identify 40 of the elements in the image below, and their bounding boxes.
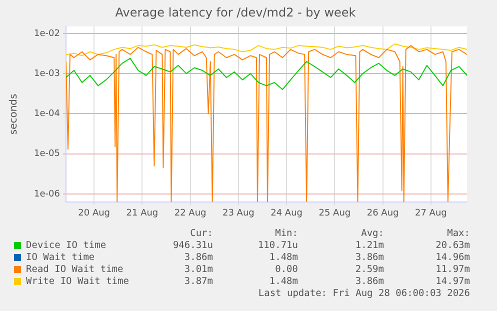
legend-label: Device IO time — [26, 240, 106, 251]
text: 110.71u — [258, 240, 298, 251]
text: 20.63m — [436, 240, 470, 251]
y-tick-label: 1e-06 — [34, 189, 60, 200]
text: 3.86m — [355, 276, 384, 287]
text: Max: — [447, 228, 470, 239]
text: 3.87m — [184, 276, 213, 287]
text: 3.86m — [184, 252, 213, 263]
x-tick-label: 20 Aug — [78, 208, 110, 219]
y-tick-label: 1e-04 — [34, 109, 60, 120]
text: 11.97m — [436, 264, 470, 275]
x-tick-label: 25 Aug — [318, 208, 351, 219]
text: 1.21m — [355, 240, 384, 251]
legend-label: Read IO Wait time — [26, 264, 124, 275]
text: 3.01m — [184, 264, 213, 275]
x-tick-label: 24 Aug — [270, 208, 302, 219]
text: 14.96m — [436, 252, 470, 263]
chart-title: Average latency for /dev/md2 - by week — [115, 5, 356, 20]
x-tick-label: 23 Aug — [222, 208, 254, 219]
text: Avg: — [361, 228, 384, 239]
x-tick-label: 22 Aug — [174, 208, 206, 219]
text: 946.31u — [172, 240, 213, 251]
y-tick-label: 1e-03 — [34, 68, 60, 79]
y-tick-label: 1e-05 — [34, 149, 60, 160]
text: 3.86m — [355, 252, 384, 263]
text: 14.97m — [436, 276, 470, 287]
text: Cur: — [190, 228, 213, 239]
y-axis-title: seconds — [8, 94, 20, 135]
x-tick-label: 27 Aug — [414, 208, 447, 219]
text: 1.48m — [269, 252, 298, 263]
x-tick-label: 21 Aug — [126, 208, 158, 219]
x-tick-label: 26 Aug — [366, 208, 399, 219]
text: 2.59m — [355, 264, 384, 275]
text: Last update: Fri Aug 28 06:00:03 2026 — [258, 288, 470, 299]
y-tick-label: 1e-02 — [34, 28, 60, 39]
legend-label: IO Wait time — [26, 252, 95, 263]
text: Min: — [275, 228, 298, 239]
text: 0.00 — [275, 264, 298, 275]
legend-label: Write IO Wait time — [26, 276, 129, 287]
text: 1.48m — [269, 276, 298, 287]
